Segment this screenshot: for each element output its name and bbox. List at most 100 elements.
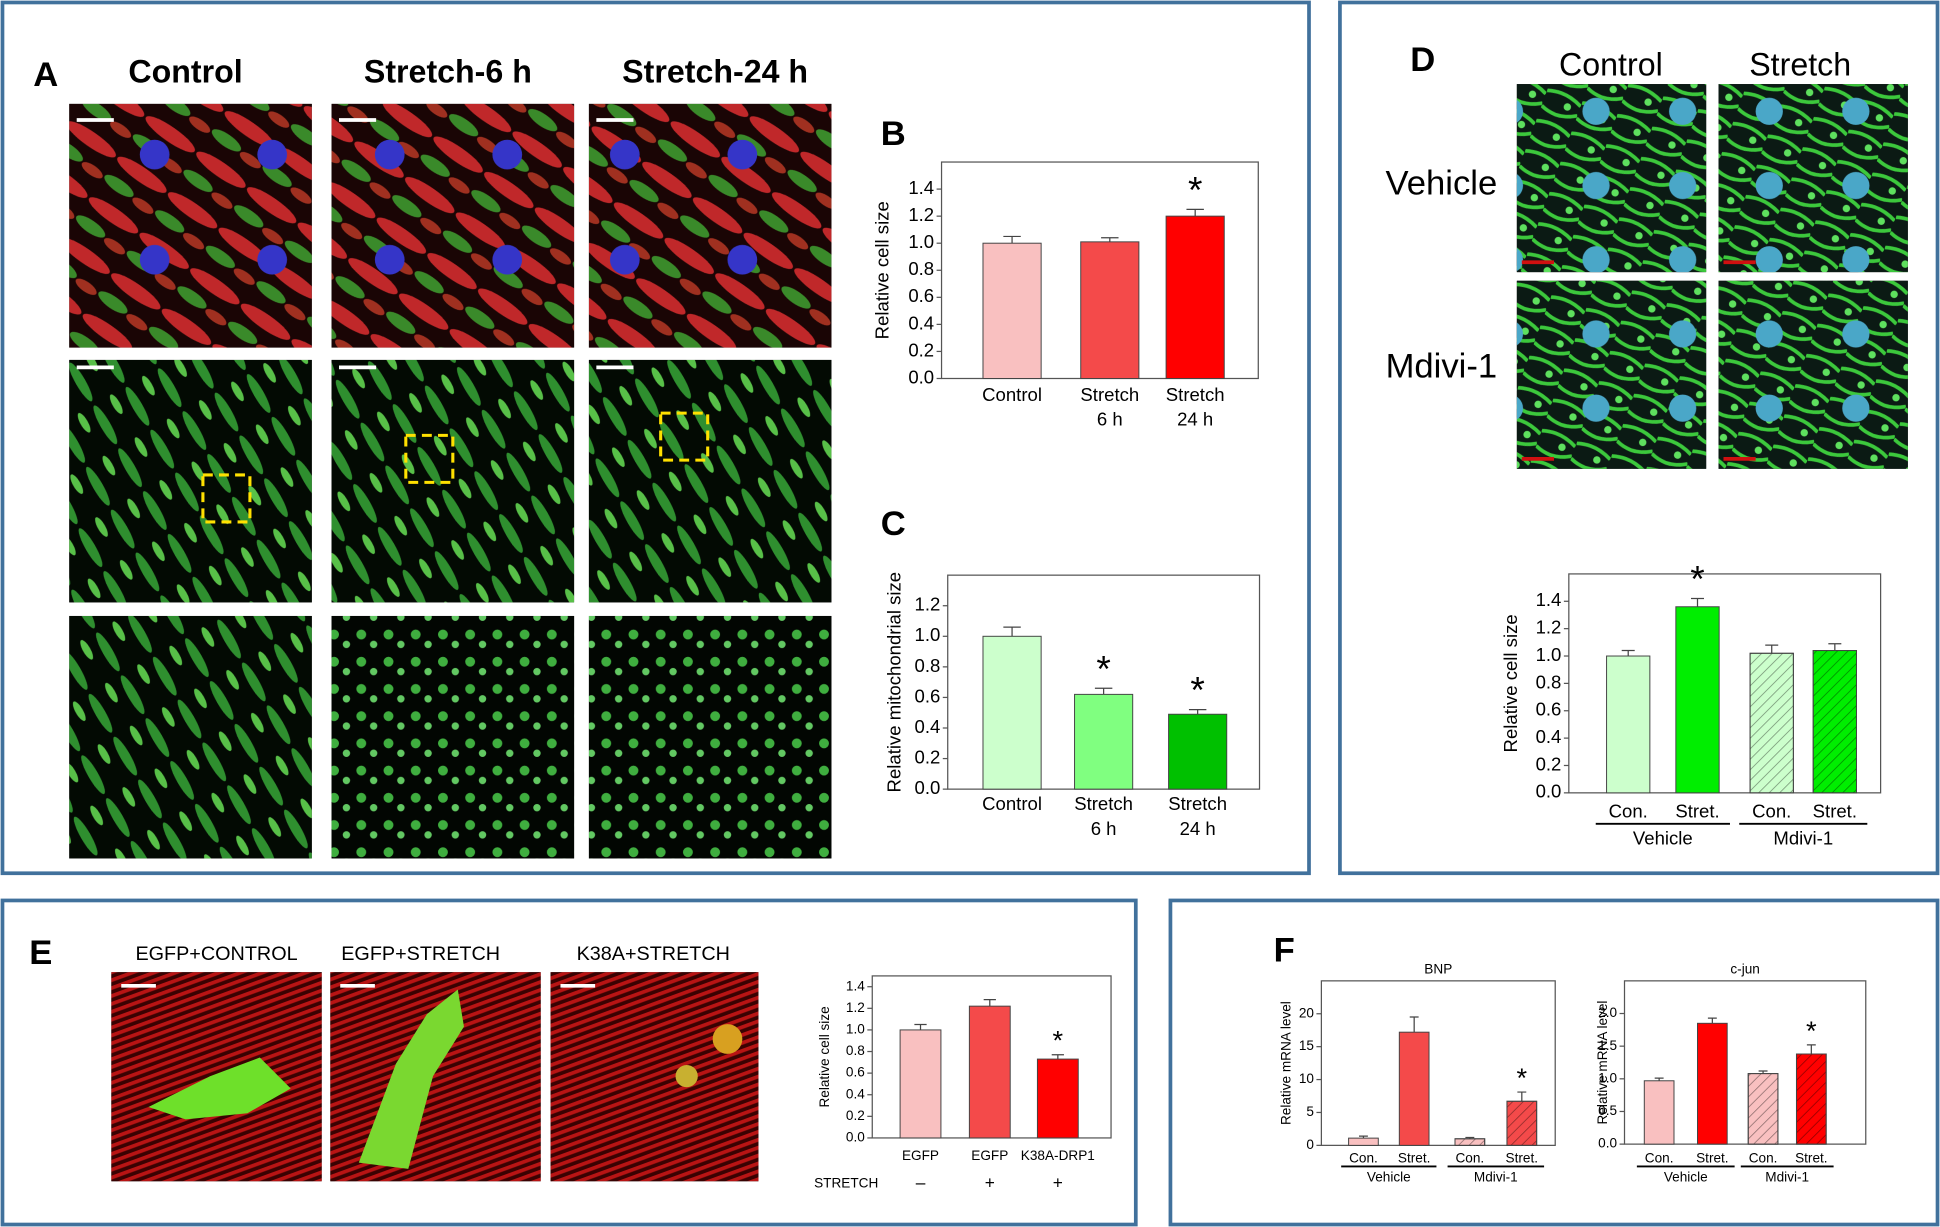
x-tick-label: K38A-DRP1 <box>1021 1148 1095 1163</box>
y-tick-label: 5 <box>1306 1104 1314 1119</box>
y-tick-label: 0.8 <box>1536 671 1562 692</box>
zoom-box <box>404 433 455 484</box>
group-label: Vehicle <box>1633 827 1693 848</box>
bar <box>1165 215 1225 379</box>
panel-frame <box>0 898 1138 1227</box>
column-heading: K38A+STRETCH <box>577 943 730 965</box>
panel-letter: E <box>29 934 52 972</box>
y-tick-label: 0.0 <box>915 777 941 798</box>
bar-hatch <box>1749 652 1794 794</box>
error-bar <box>1765 644 1779 654</box>
x-tick-label: Stret. <box>1398 1151 1430 1166</box>
cell <box>712 1024 743 1054</box>
cell <box>148 1057 291 1120</box>
error-bar <box>1358 1135 1368 1139</box>
y-tick-label: 1.4 <box>846 978 865 993</box>
error-bar <box>1465 1136 1475 1139</box>
cell <box>358 989 464 1169</box>
micrograph <box>1516 84 1707 273</box>
error-bar <box>983 999 996 1007</box>
x-tick-label: Con. <box>1609 801 1648 822</box>
bar <box>1036 1058 1079 1139</box>
micrograph <box>69 103 312 348</box>
cell <box>675 1064 698 1088</box>
x-tick-label: Con. <box>1645 1151 1674 1166</box>
y-tick-label: 1.4 <box>908 177 934 198</box>
significance-marker: * <box>1190 669 1204 711</box>
y-axis-label: Relative cell size <box>1500 614 1521 752</box>
y-tick-label: 0.8 <box>846 1043 865 1058</box>
x-tick-label: EGFP <box>971 1148 1008 1163</box>
row-heading: Mdivi-1 <box>1386 348 1498 386</box>
group-label: Mdivi-1 <box>1765 1170 1809 1185</box>
significance-marker: * <box>1188 168 1202 210</box>
bar <box>1606 655 1651 794</box>
micrograph <box>1516 280 1707 469</box>
x-tick-label-line: Stretch <box>1168 793 1227 814</box>
bar <box>1675 606 1720 794</box>
x-tick-label: Control <box>982 793 1042 814</box>
zoom-box <box>201 473 252 524</box>
panel-letter: F <box>1274 932 1295 970</box>
x-tick-label: Stretch 24 h <box>1168 793 1227 839</box>
panel-frame <box>1168 898 1940 1227</box>
x-tick-label: Con. <box>1752 801 1791 822</box>
y-tick-label: 0.4 <box>908 312 934 333</box>
error-bar <box>1621 649 1635 657</box>
error-bar <box>1409 1016 1419 1033</box>
error-bar <box>1828 643 1842 651</box>
significance-marker: * <box>1690 558 1704 600</box>
y-tick-label: 0.4 <box>915 716 941 737</box>
y-tick-label: 1.2 <box>908 204 934 225</box>
micrograph <box>588 103 832 348</box>
group-label: Mdivi-1 <box>1474 1170 1518 1185</box>
bar <box>899 1029 942 1139</box>
error-bar <box>1758 1070 1768 1074</box>
y-axis-label: Relative mitochondrial size <box>884 572 905 793</box>
y-tick-label: 0.0 <box>846 1130 865 1145</box>
column-heading: Control <box>128 54 242 90</box>
zoom-box <box>659 411 710 462</box>
condition-value: + <box>985 1172 995 1192</box>
bar-hatch <box>1795 1053 1827 1145</box>
micrograph <box>550 972 759 1182</box>
row-heading: Vehicle <box>1386 165 1498 203</box>
micrograph <box>69 615 312 859</box>
column-heading: Stretch-6 h <box>364 54 532 90</box>
x-tick-label: Con. <box>1455 1151 1484 1166</box>
significance-marker: * <box>1053 1025 1064 1056</box>
bar <box>1348 1137 1379 1146</box>
micrograph <box>1718 84 1908 273</box>
micrograph <box>331 615 575 859</box>
x-tick-label: Con. <box>1749 1151 1778 1166</box>
panel-letter: A <box>33 56 58 94</box>
y-axis-label: Relative cell size <box>871 201 892 339</box>
y-tick-label: 0.8 <box>915 655 941 676</box>
x-tick-label: Stretch 6 h <box>1074 793 1133 839</box>
x-tick-label: Stret. <box>1795 1151 1827 1166</box>
error-bar <box>1517 1091 1527 1102</box>
y-tick-label: 0.2 <box>1536 753 1562 774</box>
y-tick-label: 0.4 <box>1536 726 1562 747</box>
y-tick-label: 0.0 <box>908 366 934 387</box>
y-tick-label: 1.2 <box>915 594 941 615</box>
panel-frame <box>0 0 1311 876</box>
bar <box>1697 1022 1728 1145</box>
bar <box>982 242 1042 379</box>
x-tick-label: Control <box>982 384 1042 405</box>
error-bar <box>1806 1044 1816 1055</box>
y-tick-label: 1.0 <box>846 1022 865 1037</box>
column-heading: Stretch <box>1749 46 1851 82</box>
y-tick-label: 0.8 <box>908 258 934 279</box>
micrograph <box>331 359 575 603</box>
bar-hatch <box>1454 1138 1486 1146</box>
x-tick-label-line: Control <box>982 793 1042 814</box>
micrograph <box>69 359 312 603</box>
x-tick-label: Stretch 24 h <box>1166 384 1225 430</box>
y-tick-label: 0.0 <box>1598 1136 1617 1151</box>
bar <box>1168 713 1228 790</box>
error-bar <box>1186 208 1204 217</box>
condition-label: STRETCH <box>814 1175 878 1190</box>
y-tick-label: 0.2 <box>908 339 934 360</box>
column-heading: Stretch-24 h <box>622 54 808 90</box>
